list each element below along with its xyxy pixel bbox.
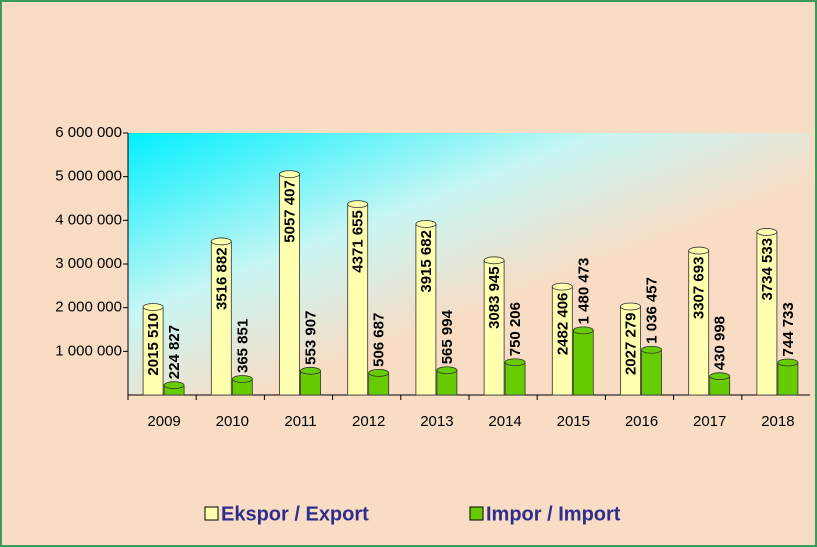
value-label: 2015 510 (145, 313, 162, 376)
bar-top (210, 237, 232, 246)
value-label: 3307 693 (691, 257, 708, 320)
value-label: 506 687 (371, 313, 388, 367)
value-label: 430 998 (712, 316, 729, 370)
bar-top (231, 375, 253, 383)
value-label: 2027 279 (622, 312, 639, 375)
x-tick-label: 2018 (761, 413, 794, 430)
bar-top (300, 366, 321, 375)
x-tick-label: 2009 (147, 413, 180, 430)
bar (572, 329, 594, 396)
value-label: 1 480 473 (575, 258, 592, 325)
legend-label: Impor / Import (486, 503, 621, 525)
bar-top (572, 326, 594, 335)
bar-top (688, 246, 710, 255)
x-tick-label: 2013 (420, 413, 453, 430)
bar-top (504, 358, 526, 367)
bar-top (163, 381, 185, 390)
y-tick-label: 2 000 000 (55, 299, 122, 316)
value-label: 553 907 (302, 311, 319, 365)
bar-top (620, 302, 641, 311)
value-label: 3915 682 (418, 230, 435, 293)
bar-top (436, 366, 458, 375)
x-tick-label: 2016 (625, 413, 658, 430)
bar-top (142, 303, 164, 311)
bar-top (756, 228, 778, 236)
bar-top (483, 256, 505, 265)
bar-top (279, 170, 300, 179)
y-tick-label: 4 000 000 (55, 211, 122, 228)
bar (504, 361, 526, 396)
legend-label: Ekspor / Export (221, 503, 369, 525)
x-tick-label: 2015 (557, 413, 590, 430)
y-tick-label: 1 000 000 (55, 342, 122, 359)
x-tick-label: 2010 (216, 413, 249, 430)
bar-top (551, 282, 573, 291)
value-label: 3083 945 (486, 266, 503, 329)
value-label: 5057 407 (281, 180, 298, 243)
value-label: 1 036 457 (643, 277, 660, 344)
y-tick-label: 5 000 000 (55, 168, 122, 185)
y-tick-label: 6 000 000 (55, 124, 122, 141)
bar-top (347, 200, 369, 209)
value-label: 565 994 (439, 309, 456, 364)
x-tick-label: 2012 (352, 413, 385, 430)
bar-top (415, 220, 437, 228)
value-label: 365 851 (234, 319, 251, 373)
value-label: 750 206 (507, 302, 524, 356)
value-label: 744 733 (780, 302, 797, 356)
value-label: 3734 533 (759, 238, 776, 301)
legend-swatch (204, 506, 219, 521)
legend-swatch (469, 506, 484, 521)
bar-top (777, 358, 799, 367)
x-tick-label: 2017 (693, 413, 726, 430)
bar-top (709, 372, 731, 381)
bar-top (368, 368, 390, 377)
value-label: 224 827 (166, 325, 183, 379)
bar (641, 349, 662, 396)
x-tick-label: 2014 (488, 413, 521, 430)
bar (777, 362, 799, 396)
x-tick-label: 2011 (284, 413, 316, 430)
value-label: 4371 655 (350, 210, 367, 273)
bar-top (641, 345, 662, 354)
value-label: 3516 882 (213, 247, 230, 310)
y-tick-label: 3 000 000 (55, 255, 122, 272)
value-label: 2482 406 (554, 293, 571, 356)
